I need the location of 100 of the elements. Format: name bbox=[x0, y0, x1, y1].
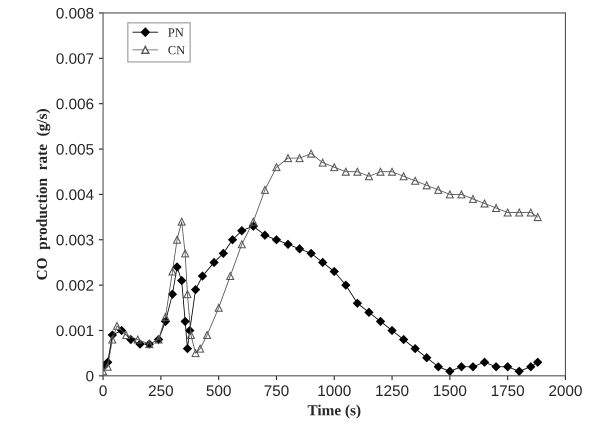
point bbox=[238, 240, 246, 248]
y-tick-label: 0.007 bbox=[56, 53, 94, 64]
point bbox=[504, 208, 512, 217]
point bbox=[191, 285, 200, 294]
point bbox=[196, 344, 204, 353]
point bbox=[226, 272, 234, 280]
point bbox=[376, 168, 384, 176]
point bbox=[515, 208, 524, 217]
x-tick-label: 1500 bbox=[434, 385, 466, 396]
point bbox=[330, 267, 339, 276]
legend-label: CN bbox=[168, 46, 185, 54]
point bbox=[446, 190, 454, 198]
point bbox=[122, 331, 130, 340]
point bbox=[410, 344, 420, 354]
y-tick-label: 0.008 bbox=[56, 8, 94, 19]
y-axis-title: CO production rate (g/s) bbox=[36, 109, 50, 280]
x-tick-label: 1250 bbox=[376, 385, 408, 396]
point bbox=[173, 236, 182, 244]
x-tick-label: 2000 bbox=[549, 385, 582, 396]
point bbox=[177, 276, 186, 286]
point bbox=[249, 218, 258, 226]
point bbox=[183, 344, 192, 354]
point bbox=[341, 280, 350, 290]
y-tick-label: 0.001 bbox=[56, 325, 94, 336]
point bbox=[198, 272, 207, 280]
point bbox=[181, 249, 190, 258]
point bbox=[272, 163, 280, 172]
x-tick-label: 1750 bbox=[492, 385, 524, 396]
point bbox=[178, 218, 186, 226]
point bbox=[218, 248, 228, 258]
point bbox=[296, 154, 304, 162]
point bbox=[108, 336, 116, 344]
point bbox=[492, 362, 501, 372]
x-tick-label: 250 bbox=[148, 385, 174, 396]
point bbox=[284, 240, 292, 249]
point bbox=[468, 194, 477, 203]
point bbox=[534, 213, 542, 222]
point bbox=[104, 362, 112, 371]
point bbox=[260, 186, 269, 194]
point bbox=[422, 353, 432, 362]
point bbox=[134, 336, 142, 344]
y-tick-label: 0.004 bbox=[56, 189, 94, 200]
point bbox=[295, 244, 304, 254]
point bbox=[307, 150, 316, 158]
y-tick-label: 0.005 bbox=[56, 144, 94, 155]
point bbox=[228, 235, 237, 244]
point bbox=[260, 230, 270, 240]
point bbox=[192, 349, 200, 358]
point bbox=[318, 158, 327, 167]
point bbox=[445, 366, 454, 376]
point bbox=[168, 268, 176, 276]
point bbox=[480, 199, 489, 208]
point bbox=[172, 262, 182, 272]
legend-label: PN bbox=[168, 28, 184, 37]
point bbox=[318, 258, 328, 267]
point bbox=[352, 298, 362, 308]
point bbox=[342, 168, 350, 176]
point bbox=[306, 248, 316, 258]
y-tick-label: 0.006 bbox=[56, 98, 94, 110]
point bbox=[214, 304, 223, 312]
point bbox=[112, 322, 121, 330]
point bbox=[376, 316, 385, 326]
point bbox=[456, 362, 466, 372]
x-tick-label: 500 bbox=[206, 385, 231, 396]
point bbox=[364, 172, 373, 180]
point bbox=[210, 258, 218, 267]
point bbox=[434, 362, 443, 372]
point bbox=[434, 186, 442, 194]
point bbox=[468, 362, 478, 372]
point bbox=[388, 326, 396, 335]
y-tick-label: 0 bbox=[86, 370, 94, 382]
point bbox=[162, 312, 170, 321]
point bbox=[203, 331, 212, 340]
point bbox=[514, 366, 524, 376]
point bbox=[526, 208, 535, 217]
point bbox=[400, 172, 408, 180]
point bbox=[411, 176, 420, 185]
point bbox=[533, 358, 542, 367]
point bbox=[457, 190, 466, 198]
x-axis-title: Time (s) bbox=[308, 404, 360, 419]
point bbox=[183, 290, 192, 298]
point bbox=[422, 181, 431, 190]
point bbox=[272, 235, 281, 244]
x-tick-label: 1000 bbox=[318, 385, 351, 396]
point bbox=[388, 168, 396, 176]
point bbox=[237, 226, 246, 236]
point bbox=[353, 168, 362, 176]
point bbox=[180, 316, 190, 326]
point bbox=[480, 358, 489, 367]
point bbox=[330, 163, 338, 172]
y-tick-label: 0.003 bbox=[56, 234, 94, 246]
point bbox=[526, 362, 536, 372]
x-tick-label: 0 bbox=[99, 385, 107, 396]
point bbox=[492, 204, 500, 212]
point bbox=[503, 362, 512, 372]
point bbox=[399, 335, 408, 344]
point bbox=[284, 154, 292, 162]
y-tick-label: 0.002 bbox=[56, 280, 94, 291]
x-tick-label: 750 bbox=[264, 385, 289, 396]
point bbox=[168, 290, 177, 299]
